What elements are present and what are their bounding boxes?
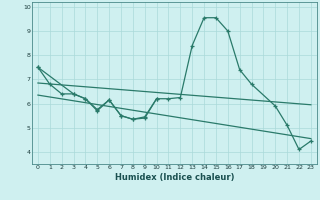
X-axis label: Humidex (Indice chaleur): Humidex (Indice chaleur) (115, 173, 234, 182)
